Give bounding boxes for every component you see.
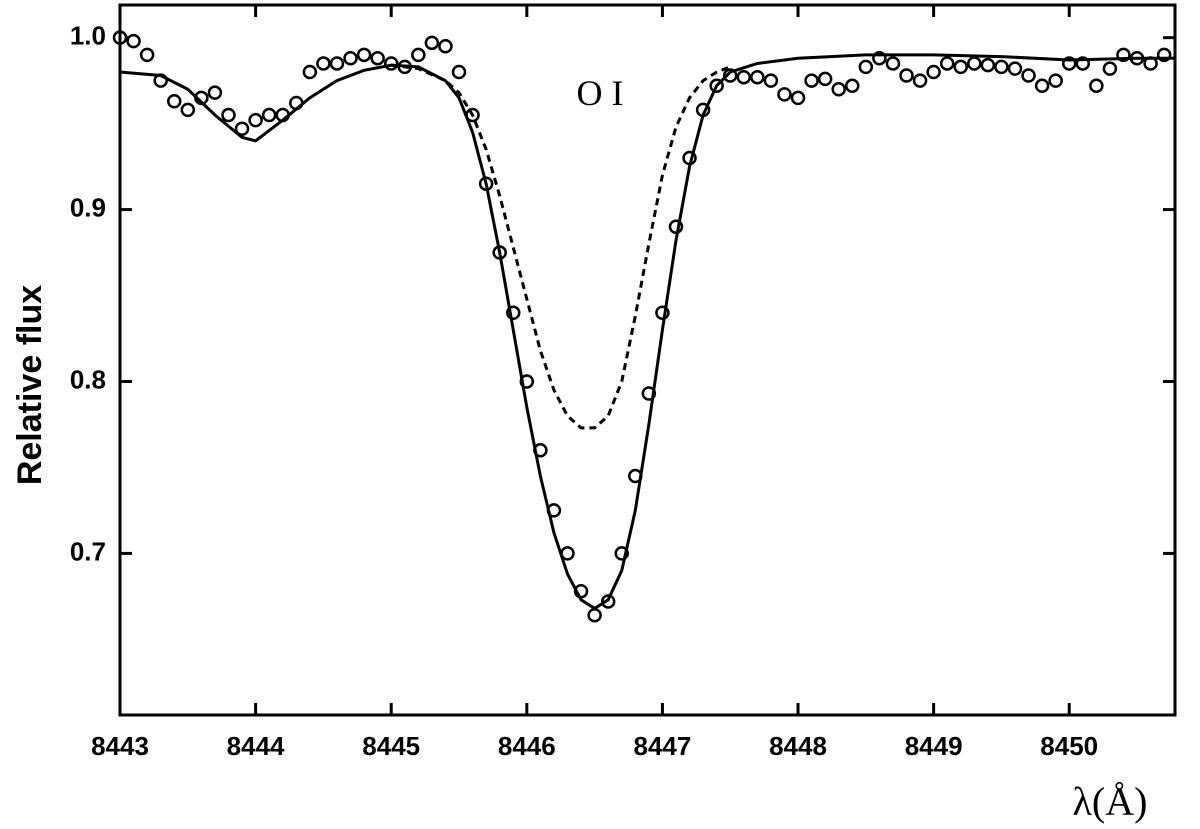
data-point xyxy=(356,47,372,63)
data-point xyxy=(248,112,263,128)
data-point xyxy=(207,85,223,100)
data-point xyxy=(1034,78,1050,94)
x-tick-label: 8449 xyxy=(905,731,963,761)
data-point xyxy=(126,33,141,49)
data-point xyxy=(370,51,385,66)
data-point xyxy=(845,78,860,94)
data-point xyxy=(1102,61,1118,76)
annotation: O I xyxy=(577,73,624,113)
data-point xyxy=(1007,61,1023,76)
y-tick-label: 1.0 xyxy=(70,21,106,51)
data-point xyxy=(1021,68,1036,83)
x-tick-label: 8445 xyxy=(362,731,420,761)
x-tick-label: 8450 xyxy=(1040,731,1098,761)
data-point xyxy=(234,121,250,137)
data-point xyxy=(180,102,196,118)
data-point xyxy=(221,107,236,123)
data-point xyxy=(831,81,846,97)
solid-line xyxy=(119,53,1175,611)
data-point xyxy=(912,73,928,88)
plot-frame xyxy=(118,3,1177,717)
data-point xyxy=(750,69,765,85)
data-point xyxy=(302,64,318,80)
data-point xyxy=(980,57,996,73)
data-point xyxy=(438,39,453,54)
data-point xyxy=(1089,78,1104,94)
data-point xyxy=(858,59,874,75)
data-point xyxy=(587,608,602,623)
data-point xyxy=(736,69,752,85)
data-point xyxy=(777,87,792,102)
data-point xyxy=(261,107,277,123)
data-point xyxy=(817,71,833,87)
data-point xyxy=(885,56,901,71)
y-tick-label: 0.8 xyxy=(70,364,106,394)
data-point xyxy=(411,47,426,63)
data-point xyxy=(316,56,331,71)
data-point xyxy=(994,59,1009,75)
data-point xyxy=(166,94,182,109)
data-point xyxy=(899,68,914,83)
x-tick-label: 8448 xyxy=(769,731,827,761)
x-tick-label: 8444 xyxy=(227,731,285,761)
y-tick-label: 0.9 xyxy=(70,192,106,222)
data-point xyxy=(926,64,941,80)
data-point xyxy=(424,35,440,51)
data-point xyxy=(1048,73,1063,88)
data-point xyxy=(343,51,358,66)
data-point xyxy=(790,90,806,106)
data-point xyxy=(383,56,399,71)
data-point xyxy=(939,56,955,71)
data-point xyxy=(451,64,467,80)
y-tick-label: 0.7 xyxy=(70,536,106,566)
data-point xyxy=(763,73,779,88)
y-axis-label: Relative flux xyxy=(11,285,49,485)
x-axis-label: λ(Å) xyxy=(1073,779,1148,824)
data-point xyxy=(953,59,968,75)
x-tick-label: 8447 xyxy=(633,731,691,761)
data-point xyxy=(329,56,345,71)
dashed-line xyxy=(391,63,731,430)
x-tick-label: 8443 xyxy=(91,731,149,761)
data-point xyxy=(139,47,155,63)
data-point xyxy=(967,56,982,71)
data-point xyxy=(804,73,819,88)
x-tick-label: 8446 xyxy=(498,731,556,761)
